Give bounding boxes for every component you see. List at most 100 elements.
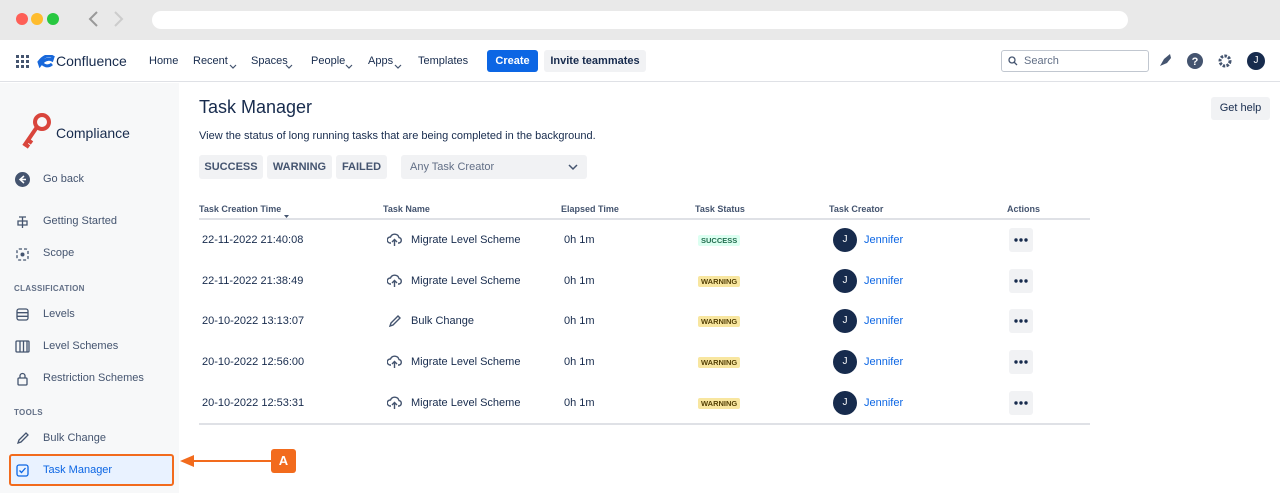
task-icon xyxy=(386,354,402,369)
creator-avatar: J xyxy=(833,390,857,415)
task-icon xyxy=(386,273,402,288)
space-logo xyxy=(22,113,51,149)
creator-name[interactable]: Jennifer xyxy=(864,396,904,409)
section-title: CLASSIFICATION xyxy=(14,284,85,293)
creator-name[interactable]: Jennifer xyxy=(864,274,904,287)
nav-icon xyxy=(15,431,30,446)
section-title: TOOLS xyxy=(14,408,43,417)
elapsed-time: 0h 1m xyxy=(564,234,595,246)
sort-icon xyxy=(283,207,291,218)
status-badge: WARNING xyxy=(698,275,741,287)
elapsed-time: 0h 1m xyxy=(564,274,595,287)
elapsed-time: 0h 1m xyxy=(564,396,595,409)
status-badge: WARNING xyxy=(698,397,741,409)
nav-chevron xyxy=(229,58,237,69)
back-icon xyxy=(15,172,30,187)
nav-chevron xyxy=(285,58,293,69)
svg-text:?: ? xyxy=(1192,56,1199,68)
column-header[interactable]: Task Creator xyxy=(829,204,884,214)
filter-button[interactable]: SUCCESS xyxy=(199,155,263,179)
actions-button[interactable] xyxy=(1009,350,1033,375)
user-avatar[interactable]: J xyxy=(1247,52,1265,70)
nav-action-icons[interactable]: ? xyxy=(1157,52,1237,70)
nav-item[interactable]: Templates xyxy=(418,55,469,67)
go-back[interactable]: Go back xyxy=(43,173,84,185)
nav-item[interactable]: Apps xyxy=(368,55,394,67)
column-header: Actions xyxy=(1007,204,1041,214)
nav-item[interactable]: Home xyxy=(149,55,179,67)
column-header[interactable]: Task Name xyxy=(383,204,430,214)
task-name: Migrate Level Scheme xyxy=(411,396,521,409)
table-bottom xyxy=(199,423,1090,425)
header-divider xyxy=(199,218,1090,220)
nav-chevron xyxy=(394,58,402,69)
nav-icon xyxy=(15,371,30,386)
nav-item[interactable]: Spaces xyxy=(251,55,288,67)
sidebar-item-active[interactable]: Task Manager xyxy=(43,464,113,476)
creation-time: 22-11-2022 21:38:49 xyxy=(202,274,304,287)
nav-item[interactable]: People xyxy=(311,55,346,67)
creator-name[interactable]: Jennifer xyxy=(864,234,904,246)
sidebar-item[interactable]: Bulk Change xyxy=(43,432,106,444)
task-icon xyxy=(386,232,402,247)
filter-button[interactable]: WARNING xyxy=(267,155,332,179)
nav-item[interactable]: Recent xyxy=(193,55,228,67)
creator-avatar: J xyxy=(833,268,857,293)
column-header[interactable]: Elapsed Time xyxy=(561,204,619,214)
task-icon xyxy=(386,395,402,410)
status-badge: WARNING xyxy=(698,316,741,328)
space-name[interactable]: Compliance xyxy=(56,125,130,141)
creator-select[interactable] xyxy=(401,155,587,179)
actions-button[interactable] xyxy=(1009,228,1033,252)
nav-icon xyxy=(15,215,30,230)
select-chevron xyxy=(568,164,578,171)
status-badge: SUCCESS xyxy=(698,235,741,246)
sidebar-item[interactable]: Restriction Schemes xyxy=(43,372,144,384)
creator-avatar: J xyxy=(833,228,857,252)
page-description: View the status of long running tasks th… xyxy=(199,130,596,142)
task-name: Migrate Level Scheme xyxy=(411,356,521,369)
sidebar-item[interactable]: Getting Started xyxy=(43,215,117,227)
create-button[interactable]: Create xyxy=(487,50,538,72)
filter-button[interactable]: FAILED xyxy=(336,155,387,179)
elapsed-time: 0h 1m xyxy=(564,356,595,369)
annotation-label: A xyxy=(271,449,296,473)
nav-icons xyxy=(16,55,55,69)
column-header[interactable]: Task Creation Time xyxy=(199,204,282,214)
creator-avatar: J xyxy=(833,350,857,375)
actions-button[interactable] xyxy=(1009,309,1033,334)
sidebar-item[interactable]: Scope xyxy=(43,247,75,259)
creation-time: 22-11-2022 21:40:08 xyxy=(202,234,304,246)
creation-time: 20-10-2022 13:13:07 xyxy=(202,315,305,328)
task-name: Bulk Change xyxy=(411,315,474,328)
creator-name[interactable]: Jennifer xyxy=(864,315,904,328)
creator-name[interactable]: Jennifer xyxy=(864,356,904,369)
annotation-highlight xyxy=(9,454,174,486)
search-box[interactable] xyxy=(1001,50,1149,72)
nav-icon xyxy=(15,463,30,478)
nav-chevron xyxy=(345,58,353,69)
creator-select-label: Any Task Creator xyxy=(410,161,495,173)
product-name[interactable]: Confluence xyxy=(56,53,127,69)
actions-button[interactable] xyxy=(1009,390,1033,415)
nav-icon xyxy=(15,247,30,262)
search-placeholder: Search xyxy=(1024,55,1059,67)
sidebar-item[interactable]: Levels xyxy=(43,308,75,320)
search-icon xyxy=(1008,56,1018,66)
nav-icon xyxy=(15,307,30,322)
url-bar[interactable] xyxy=(152,11,1128,29)
page-title: Task Manager xyxy=(199,97,313,117)
help-button[interactable]: Get help xyxy=(1211,97,1270,120)
invite-button[interactable]: Invite teammates xyxy=(544,50,646,72)
actions-button[interactable] xyxy=(1009,268,1033,293)
creation-time: 20-10-2022 12:53:31 xyxy=(202,396,305,409)
sidebar xyxy=(0,83,179,493)
task-name: Migrate Level Scheme xyxy=(411,234,521,246)
sidebar-item[interactable]: Level Schemes xyxy=(43,340,119,352)
status-badge: WARNING xyxy=(698,357,741,369)
annotation-arrow xyxy=(180,455,272,467)
column-header[interactable]: Task Status xyxy=(695,204,745,214)
elapsed-time: 0h 1m xyxy=(564,315,595,328)
creation-time: 20-10-2022 12:56:00 xyxy=(202,356,305,369)
